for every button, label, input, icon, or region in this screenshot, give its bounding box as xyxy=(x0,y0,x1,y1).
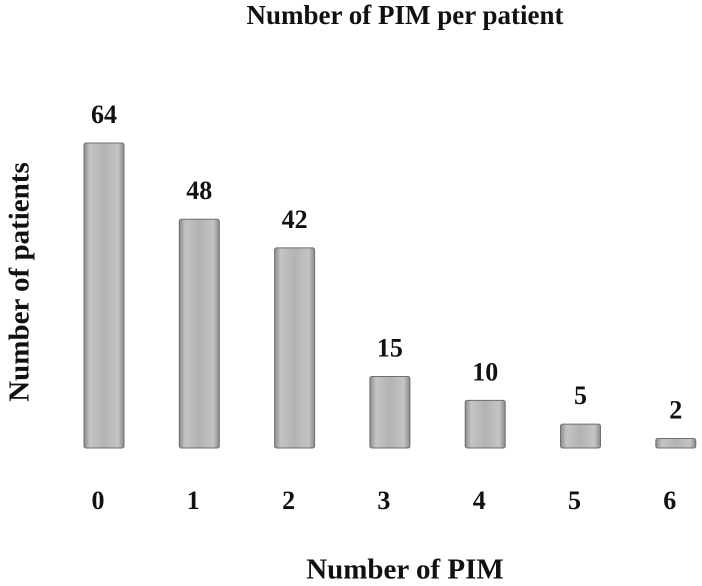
y-axis-label: Number of patients xyxy=(4,162,36,402)
data-label: 5 xyxy=(574,381,587,410)
x-tick-label: 5 xyxy=(568,486,581,515)
x-tick-label: 0 xyxy=(92,486,105,515)
x-tick-label: 4 xyxy=(473,486,486,515)
bar xyxy=(274,247,316,449)
bar xyxy=(83,142,125,449)
x-axis-label: Number of PIM xyxy=(306,554,504,586)
bar xyxy=(178,218,220,449)
chart-title: Number of PIM per patient xyxy=(247,0,564,30)
x-tick-label: 1 xyxy=(187,486,200,515)
data-label: 15 xyxy=(377,333,403,362)
data-label: 2 xyxy=(669,395,682,424)
data-label: 64 xyxy=(91,100,117,129)
x-tick-label: 3 xyxy=(377,486,390,515)
bar xyxy=(560,423,601,449)
data-label: 10 xyxy=(472,357,498,386)
bar xyxy=(655,437,697,449)
x-tick-label: 2 xyxy=(282,486,295,515)
bar xyxy=(464,399,506,449)
bar xyxy=(369,376,411,449)
x-tick-label: 6 xyxy=(663,486,676,515)
data-label: 42 xyxy=(282,205,308,234)
data-label: 48 xyxy=(186,176,212,205)
